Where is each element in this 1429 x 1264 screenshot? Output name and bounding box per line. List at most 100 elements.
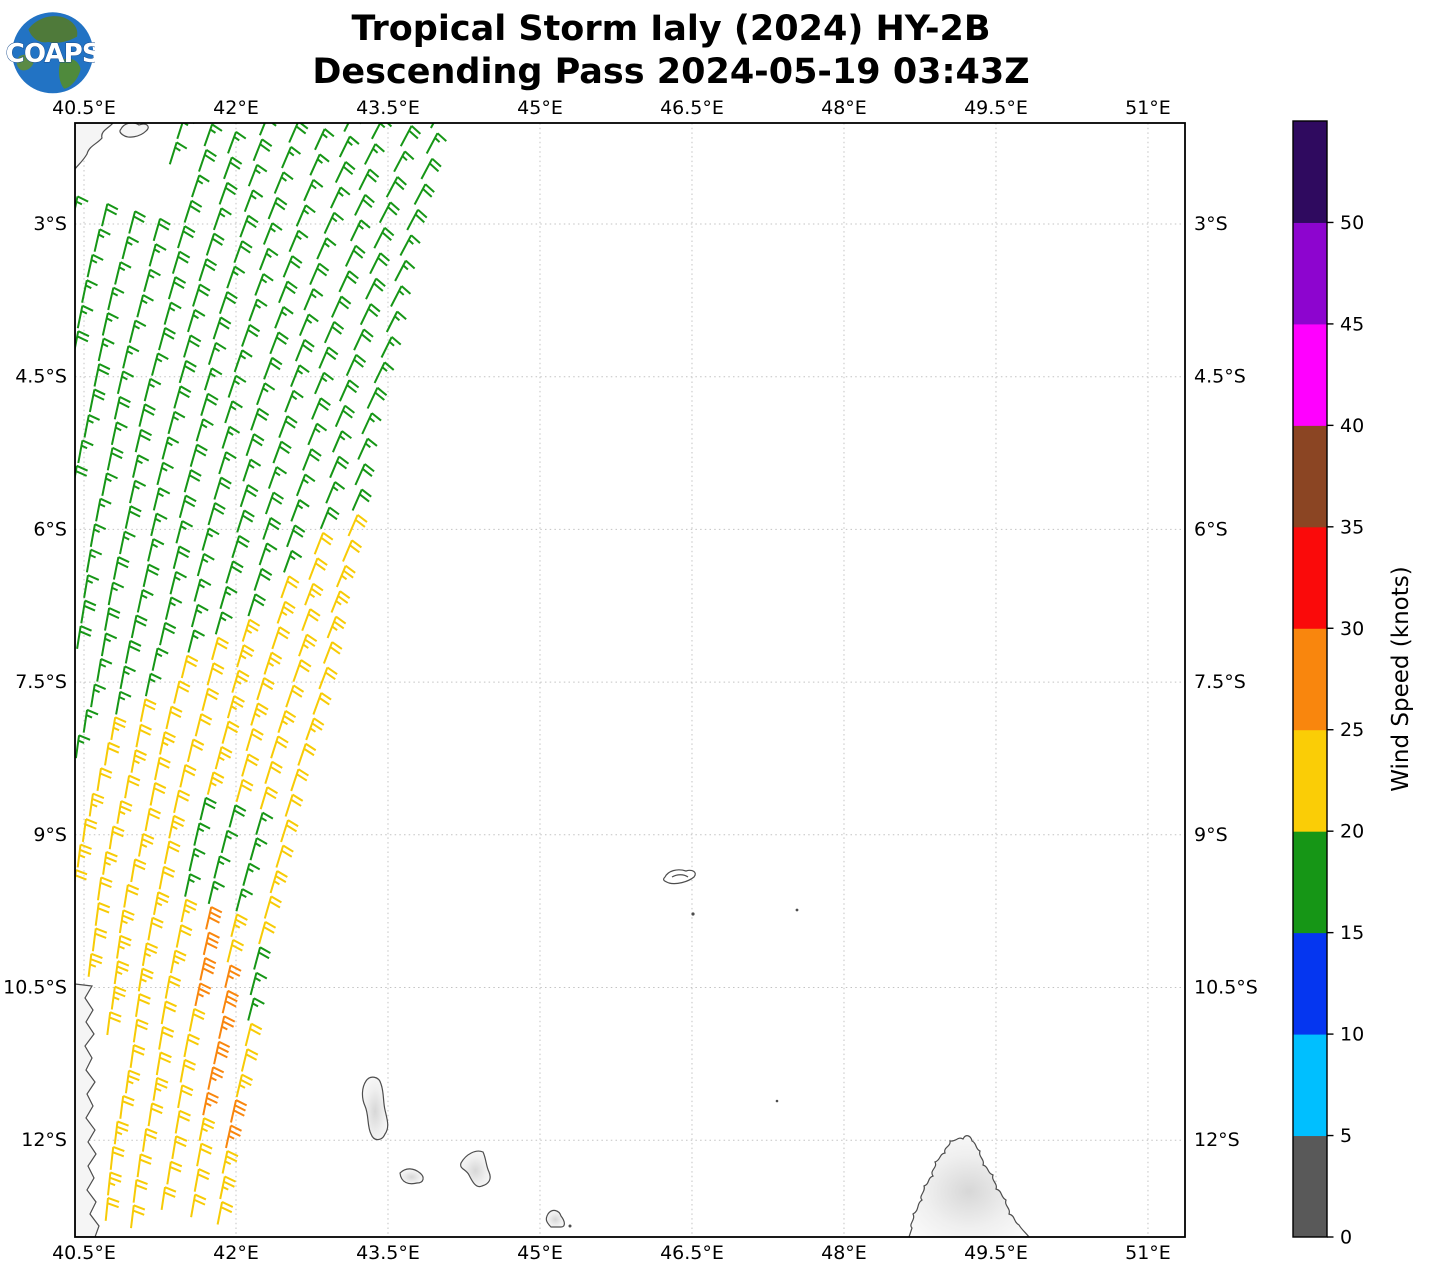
colorbar-segment	[1293, 729, 1327, 832]
mozambique-coast-strip	[75, 983, 100, 1237]
wind-barb	[147, 916, 164, 941]
wind-barb	[82, 708, 99, 733]
wind-barb	[83, 574, 100, 598]
wind-barb	[201, 687, 220, 712]
wind-barb	[207, 341, 227, 366]
lat-tick-label-left: 6°S	[33, 518, 67, 540]
islet-dot	[775, 1099, 779, 1103]
wind-barb	[235, 778, 254, 803]
wind-barb	[371, 123, 393, 140]
lat-tick-label-right: 9°S	[1194, 824, 1228, 846]
wind-barb	[241, 753, 260, 777]
wind-barb	[316, 237, 337, 260]
wind-barb	[347, 514, 368, 537]
wind-barb	[226, 695, 245, 719]
wind-barb	[420, 157, 442, 180]
wind-barb	[354, 463, 375, 486]
wind-barb	[136, 294, 154, 318]
wind-barb	[245, 433, 265, 457]
wind-barb	[193, 1168, 211, 1192]
wind-barb	[136, 1153, 153, 1178]
wind-barb	[150, 512, 168, 537]
wind-barb	[196, 552, 215, 577]
wind-barb	[88, 792, 105, 817]
wind-barb	[290, 364, 310, 387]
wind-barb	[224, 400, 243, 424]
lon-tick-label-bottom: 51°E	[1125, 1242, 1171, 1264]
lat-tick-label-right: 3°S	[1194, 213, 1228, 235]
wind-barb	[314, 371, 334, 395]
moheli-island	[399, 1168, 424, 1185]
wind-barb	[138, 832, 155, 857]
wind-barb	[280, 575, 300, 599]
wind-barb	[385, 176, 407, 198]
wind-barb	[128, 210, 146, 234]
wind-barb	[303, 288, 324, 311]
map-frame	[74, 122, 1186, 1238]
wind-barb	[223, 156, 243, 180]
wind-barb	[286, 524, 306, 548]
wind-barb	[167, 276, 187, 300]
wind-barb	[318, 666, 338, 690]
wind-barb	[124, 774, 141, 799]
wind-barb	[198, 148, 217, 172]
wind-barb	[83, 414, 101, 438]
wind-barb	[106, 446, 124, 471]
wind-barb	[267, 466, 288, 489]
wind-barb	[151, 647, 169, 671]
lon-tick-label-bottom: 42°E	[213, 1242, 259, 1264]
wind-barb	[236, 644, 255, 668]
wind-barb	[323, 321, 345, 344]
wind-barb	[109, 1146, 125, 1170]
wind-barb	[87, 952, 103, 977]
wind-barb	[342, 539, 363, 562]
gridlines	[75, 123, 1185, 1237]
wind-barb	[239, 214, 259, 238]
wind-barb	[179, 1058, 196, 1083]
wind-barb	[211, 636, 229, 661]
colorbar-axis-label: Wind Speed (knots)	[1388, 566, 1414, 791]
wind-barb	[97, 337, 115, 362]
wind-barb	[288, 229, 309, 253]
wind-barb	[144, 807, 161, 832]
wind-barb	[171, 1135, 188, 1160]
wind-barb	[228, 804, 247, 828]
wind-barb	[196, 1142, 213, 1167]
wind-barb	[158, 1026, 175, 1050]
wind-barb	[132, 454, 150, 478]
wind-barb	[313, 531, 334, 555]
wind-barb	[319, 506, 340, 530]
wind-barb	[308, 557, 328, 581]
wind-barb	[89, 523, 107, 547]
colorbar-segment	[1293, 323, 1327, 426]
wind-barb	[165, 705, 183, 730]
wind-barb	[141, 1127, 158, 1152]
chart-title-line2: Descending Pass 2024-05-19 03:43Z	[312, 52, 1030, 92]
wind-barb	[107, 1171, 122, 1196]
wind-barb	[199, 796, 217, 821]
wind-barb	[247, 593, 266, 617]
wind-barb	[187, 309, 206, 333]
wind-barb	[373, 226, 395, 249]
wind-barb	[130, 858, 147, 883]
globe-land-north	[28, 16, 78, 43]
wind-barb	[141, 942, 158, 966]
wind-barb	[378, 201, 400, 224]
wind-barb	[172, 545, 191, 569]
wind-barb	[334, 404, 355, 428]
wind-barb	[154, 756, 171, 781]
wind-barb	[183, 469, 202, 493]
wind-barb	[249, 971, 268, 996]
wind-barb	[323, 211, 345, 235]
wind-barb	[256, 382, 276, 406]
wind-barb	[353, 328, 374, 351]
wind-barb	[218, 181, 238, 205]
wind-barb	[243, 189, 264, 213]
lon-tick-label-top: 43.5°E	[356, 97, 420, 119]
wind-barb	[326, 615, 347, 639]
wind-barb	[253, 946, 271, 970]
wind-barb	[226, 265, 246, 289]
wind-barb	[249, 837, 268, 861]
wind-barb	[195, 418, 214, 442]
